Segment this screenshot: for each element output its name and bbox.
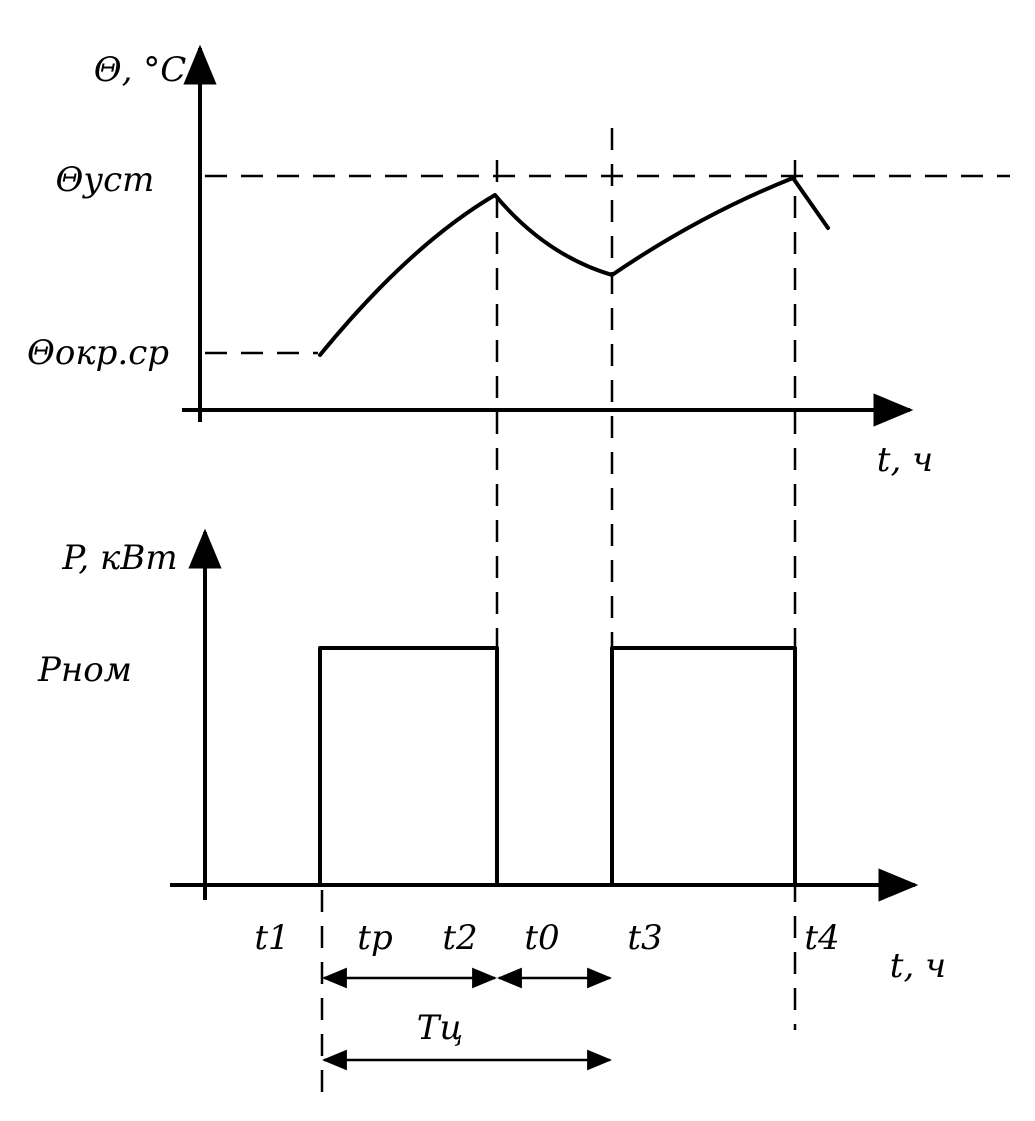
level-label: Pном <box>37 650 132 690</box>
temperature-curve <box>318 176 830 357</box>
x-label: t, ч <box>890 946 946 986</box>
time-label: t2 <box>442 918 477 958</box>
time-label: t1 <box>254 918 289 958</box>
y-label: P, кВт <box>61 538 177 578</box>
level-label: Θуст <box>56 160 155 200</box>
time-label: t0 <box>524 918 559 958</box>
y-label: Θ, °C <box>94 50 187 90</box>
time-label: t3 <box>627 918 662 958</box>
period-label: Tц <box>417 1008 463 1048</box>
level-label: Θокр.ср <box>27 333 169 373</box>
time-label: t4 <box>804 918 839 958</box>
power-pulses <box>318 646 797 887</box>
x-label: t, ч <box>877 440 933 480</box>
time-label: tр <box>357 918 392 958</box>
